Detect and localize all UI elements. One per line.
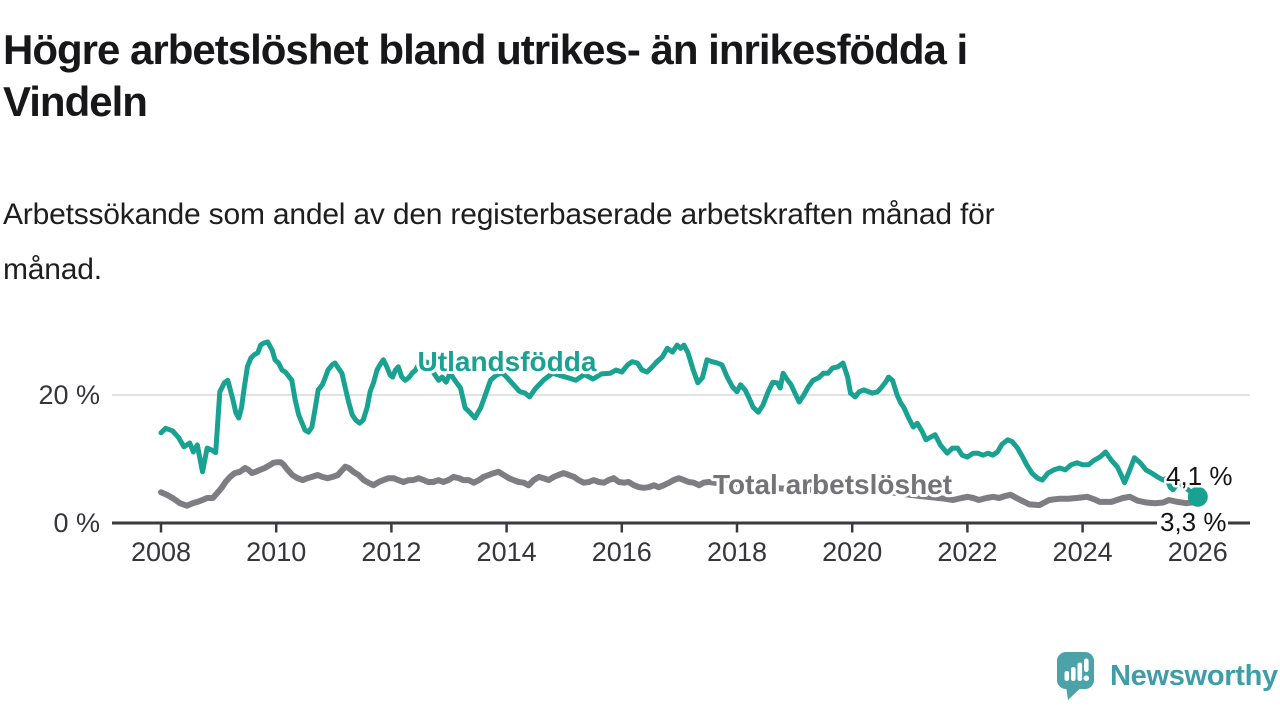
y-axis-label-20: 20 % bbox=[38, 380, 100, 410]
end-value-label-total: 3,3 % bbox=[1160, 507, 1227, 537]
x-axis-ticks: 2008 2010 2012 2014 2016 2018 2020 2022 2024 2026 bbox=[131, 523, 1228, 567]
page-subtitle: Arbetssökande som andel av den registerb… bbox=[3, 187, 1203, 297]
x-tick-label: 2008 bbox=[131, 537, 191, 567]
page-subtitle-line1: Arbetssökande som andel av den registerb… bbox=[3, 198, 995, 231]
series-end-dot bbox=[1187, 486, 1208, 507]
page-title-line2: Vindeln bbox=[3, 78, 148, 125]
page-subtitle-line2: månad. bbox=[3, 253, 102, 286]
x-tick-label: 2020 bbox=[822, 537, 882, 567]
series-label-total: Total arbetslöshet bbox=[713, 469, 952, 500]
series-label-utlandsfodda: Utlandsfödda bbox=[418, 346, 597, 377]
end-value-label-utlandsfodda: 4,1 % bbox=[1166, 461, 1233, 491]
x-tick-label: 2010 bbox=[246, 537, 306, 567]
newsworthy-logo: Newsworthy bbox=[1056, 650, 1278, 702]
x-tick-label: 2014 bbox=[477, 537, 537, 567]
end-label-backdrop bbox=[1157, 509, 1228, 536]
foreign-born-line bbox=[158, 339, 1201, 500]
x-tick-label: 2018 bbox=[707, 537, 767, 567]
x-tick-label: 2024 bbox=[1053, 537, 1113, 567]
y-axis-label-0: 0 % bbox=[53, 508, 100, 538]
newsworthy-logo-icon bbox=[1057, 652, 1094, 700]
x-tick-label: 2012 bbox=[361, 537, 421, 567]
x-tick-label: 2026 bbox=[1168, 537, 1228, 567]
total-unemployment-line bbox=[158, 459, 1201, 509]
x-tick-label: 2016 bbox=[592, 537, 652, 567]
x-tick-label: 2022 bbox=[937, 537, 997, 567]
page-title: Högre arbetslöshet bland utrikes- än inr… bbox=[3, 24, 1173, 128]
newsworthy-wordmark: Newsworthy bbox=[1110, 659, 1278, 692]
page-title-line1: Högre arbetslöshet bland utrikes- än inr… bbox=[3, 26, 968, 73]
